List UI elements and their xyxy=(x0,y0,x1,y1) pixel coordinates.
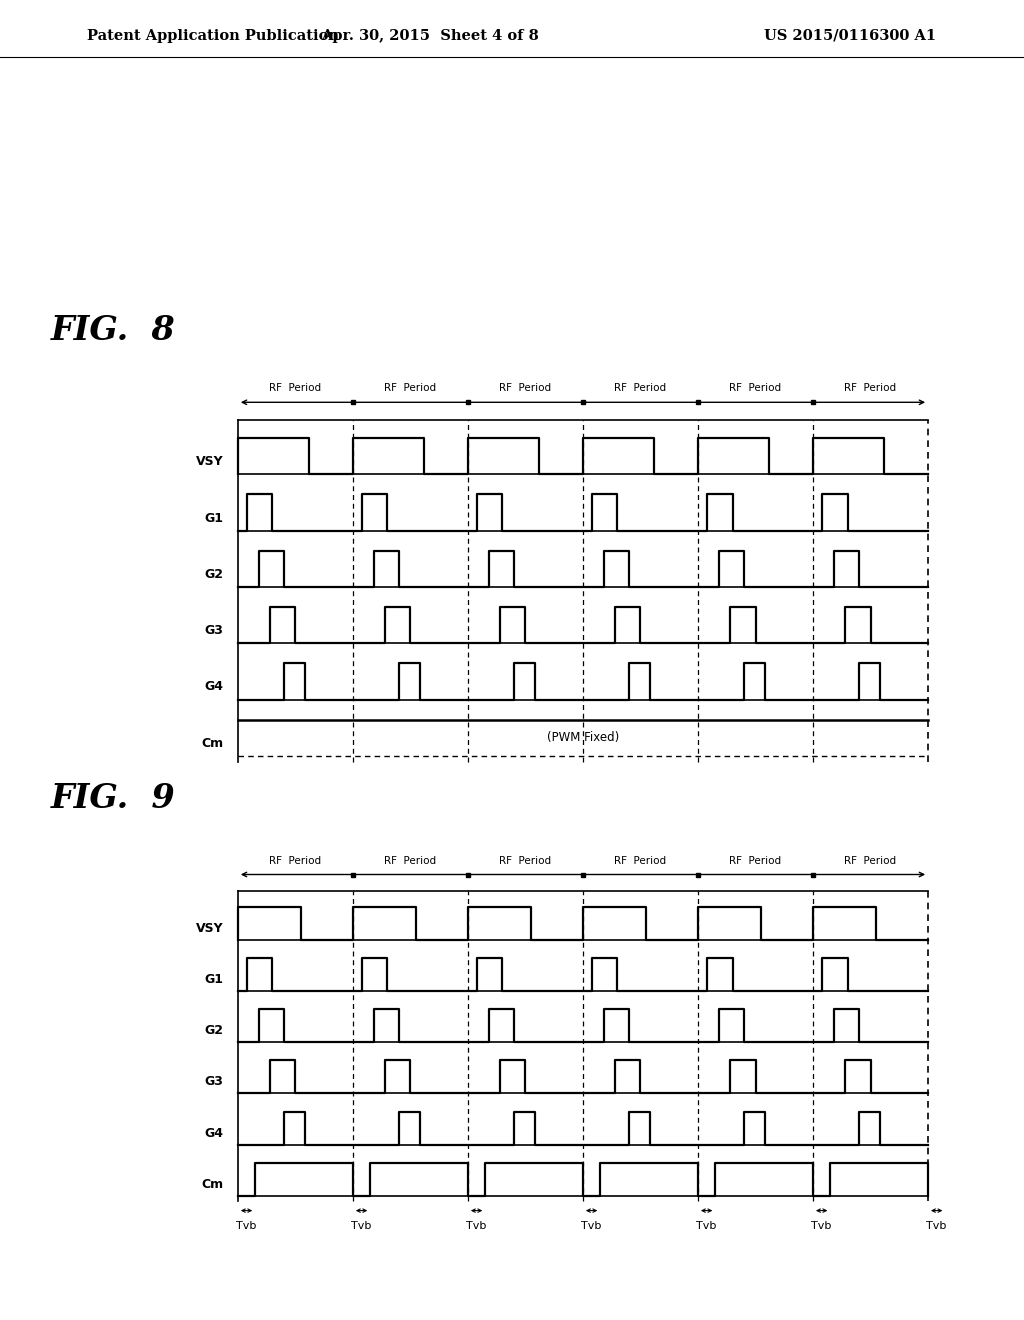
Text: Tvb: Tvb xyxy=(927,1221,947,1230)
Text: G1: G1 xyxy=(205,973,223,986)
Text: RF  Period: RF Period xyxy=(729,857,781,866)
Text: Tvb: Tvb xyxy=(466,1221,486,1230)
Text: RF  Period: RF Period xyxy=(384,383,436,393)
Text: G3: G3 xyxy=(205,1076,223,1089)
Text: RF  Period: RF Period xyxy=(269,857,322,866)
Text: (PWM Fixed): (PWM Fixed) xyxy=(547,731,620,744)
Text: RF  Period: RF Period xyxy=(845,383,897,393)
Text: Tvb: Tvb xyxy=(811,1221,831,1230)
Text: Tvb: Tvb xyxy=(351,1221,372,1230)
Text: Apr. 30, 2015  Sheet 4 of 8: Apr. 30, 2015 Sheet 4 of 8 xyxy=(322,29,539,42)
Text: G3: G3 xyxy=(205,624,223,638)
Text: RF  Period: RF Period xyxy=(614,857,667,866)
Text: Tvb: Tvb xyxy=(237,1221,257,1230)
Text: RF  Period: RF Period xyxy=(269,383,322,393)
Text: VSY: VSY xyxy=(196,921,223,935)
Text: G2: G2 xyxy=(205,1024,223,1038)
Text: Cm: Cm xyxy=(202,1177,223,1191)
Text: G4: G4 xyxy=(205,680,223,693)
Text: G2: G2 xyxy=(205,568,223,581)
Text: US 2015/0116300 A1: US 2015/0116300 A1 xyxy=(764,29,936,42)
Text: G1: G1 xyxy=(205,512,223,524)
Text: Tvb: Tvb xyxy=(582,1221,602,1230)
Text: RF  Period: RF Period xyxy=(384,857,436,866)
Text: FIG.  9: FIG. 9 xyxy=(51,781,176,814)
Text: RF  Period: RF Period xyxy=(500,857,552,866)
Text: RF  Period: RF Period xyxy=(845,857,897,866)
Text: FIG.  8: FIG. 8 xyxy=(51,314,176,346)
Text: RF  Period: RF Period xyxy=(729,383,781,393)
Text: Patent Application Publication: Patent Application Publication xyxy=(87,29,339,42)
Text: Tvb: Tvb xyxy=(696,1221,717,1230)
Text: RF  Period: RF Period xyxy=(500,383,552,393)
Text: G4: G4 xyxy=(205,1126,223,1139)
Text: Cm: Cm xyxy=(202,737,223,750)
Text: RF  Period: RF Period xyxy=(614,383,667,393)
Text: VSY: VSY xyxy=(196,455,223,469)
